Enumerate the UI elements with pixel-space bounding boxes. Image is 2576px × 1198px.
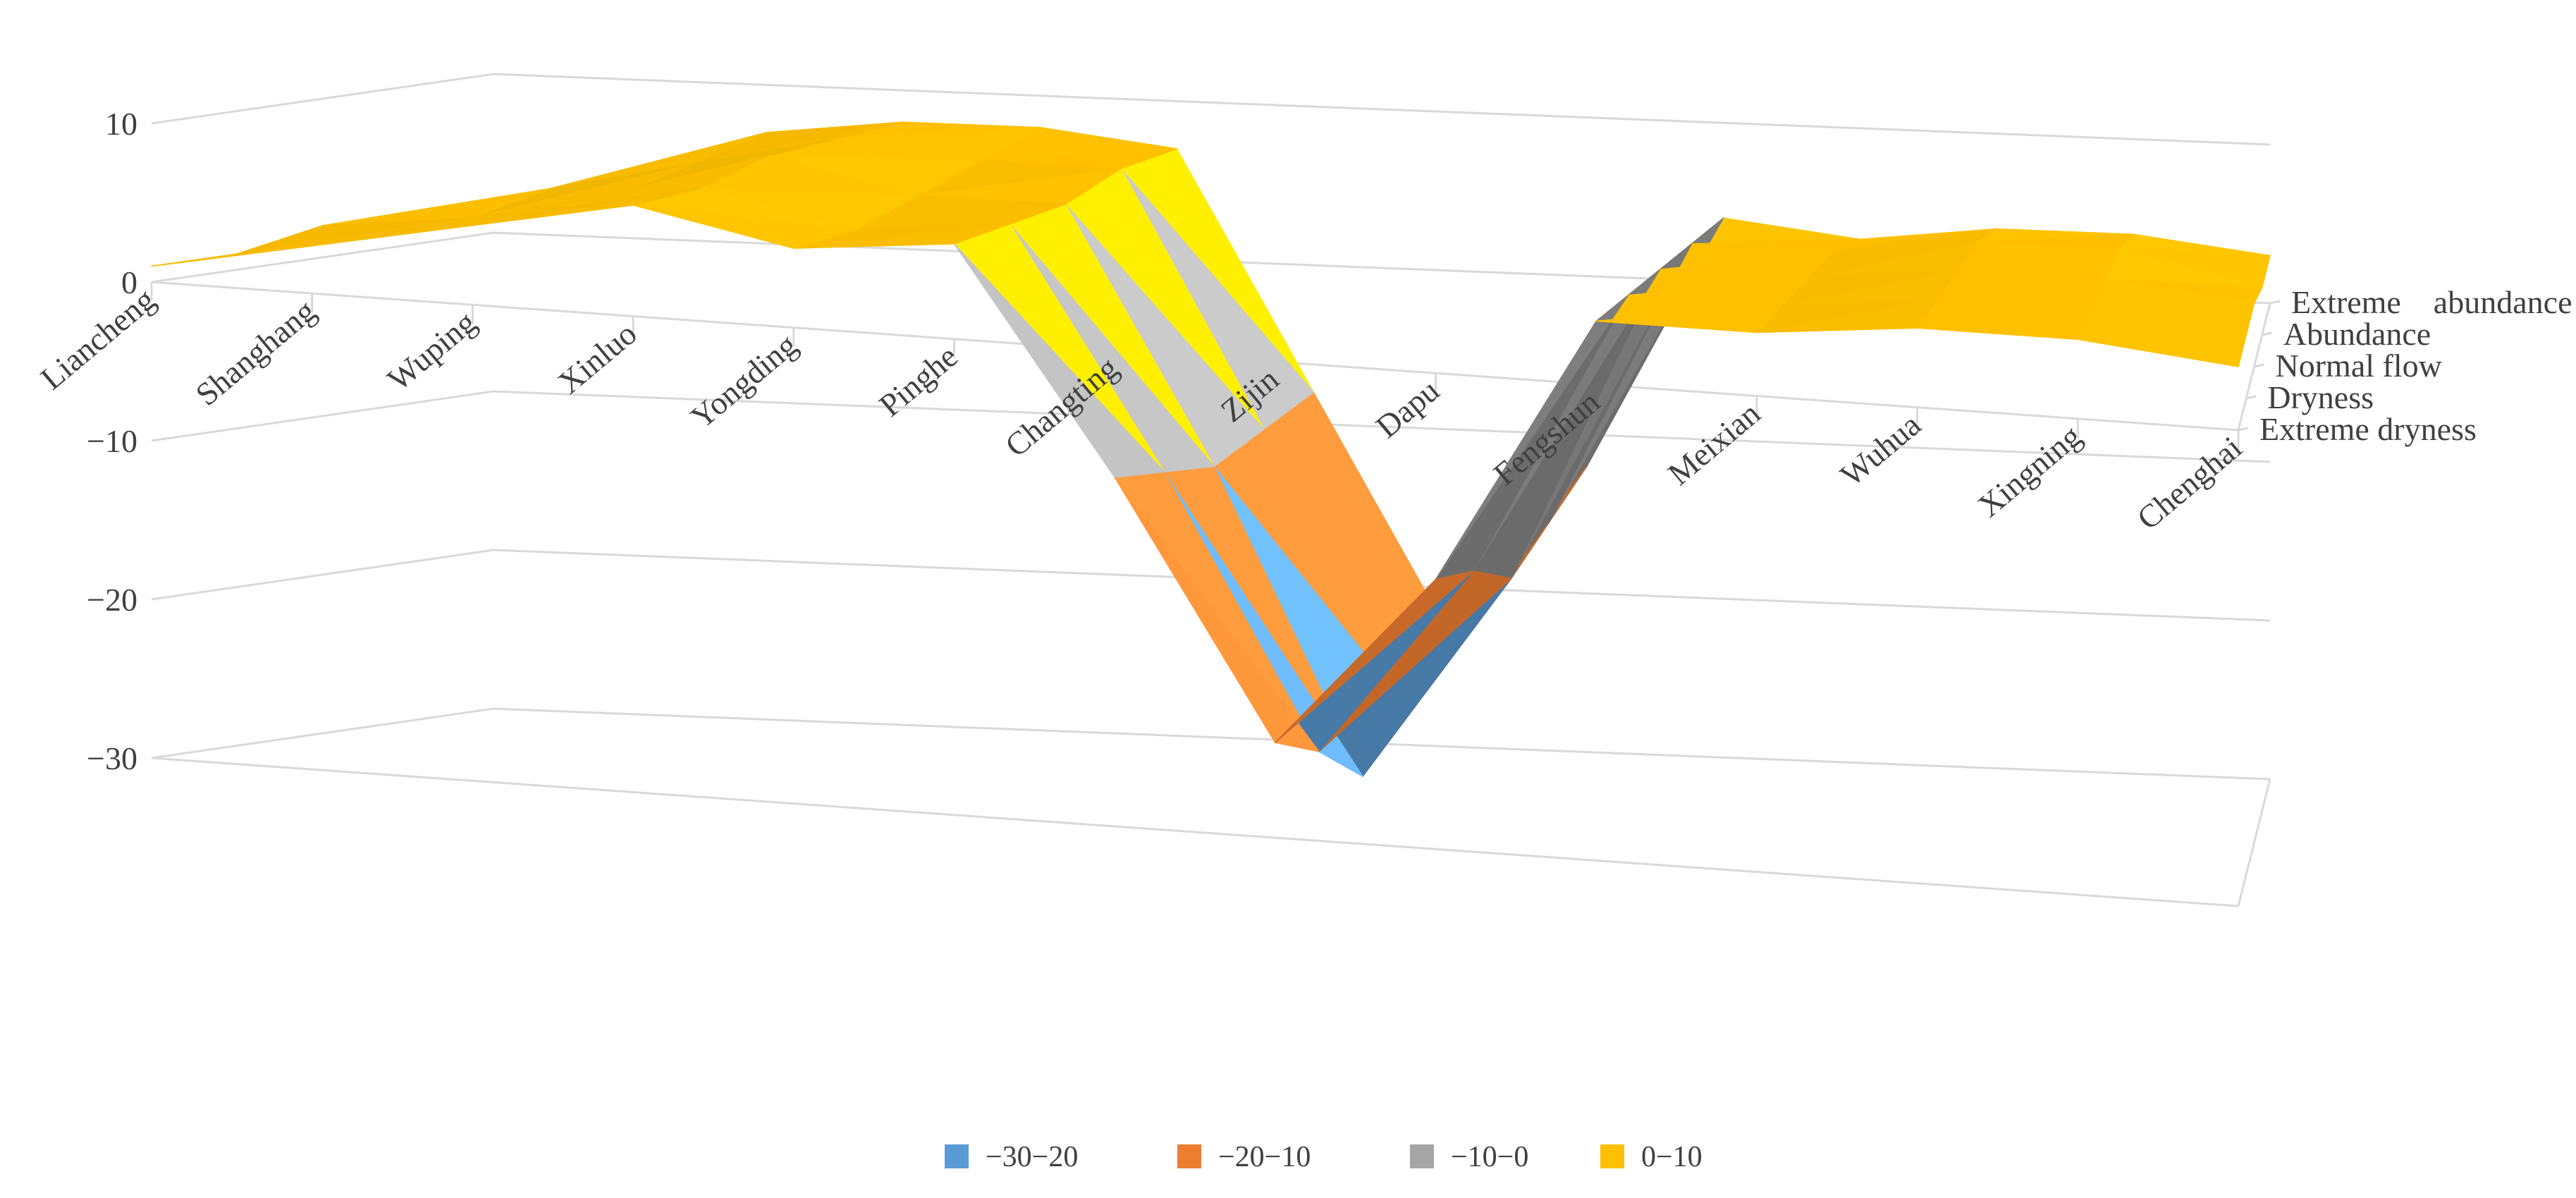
gridline-z bbox=[151, 73, 2271, 146]
surface-facet bbox=[1114, 477, 1320, 752]
surface-facet bbox=[953, 243, 1165, 478]
surface-facet bbox=[1435, 295, 1629, 580]
x-tick-label: Meixian bbox=[1661, 395, 1767, 492]
gridline-z bbox=[151, 707, 2271, 781]
x-tick-label: Shanghang bbox=[189, 293, 322, 412]
legend-label: 0−10 bbox=[1641, 1141, 1703, 1173]
legend-swatch bbox=[1600, 1144, 1624, 1168]
depth-axis-tick bbox=[2269, 300, 2281, 305]
surface-facet bbox=[632, 204, 856, 249]
depth-axis-tick bbox=[2254, 363, 2264, 368]
z-tick-label: −20 bbox=[87, 582, 137, 618]
surface-facet bbox=[2077, 334, 2247, 367]
x-tick-label: Yongding bbox=[684, 326, 804, 435]
floor-front-edge bbox=[151, 757, 2239, 907]
x-tick-label: Xinluo bbox=[551, 315, 644, 401]
z-tick-label: 10 bbox=[105, 106, 137, 142]
legend-swatch bbox=[1177, 1144, 1201, 1168]
floor-right-edge bbox=[2237, 778, 2271, 907]
legend-swatch bbox=[1410, 1144, 1434, 1168]
legend-label: −10−0 bbox=[1451, 1141, 1528, 1173]
depth-tick-label: Dryness bbox=[2267, 379, 2374, 415]
z-tick-label: −10 bbox=[87, 423, 137, 459]
z-tick-label: 0 bbox=[121, 264, 137, 300]
depth-tick-label: Normal flow bbox=[2276, 348, 2443, 384]
x-tick-label: Wuping bbox=[381, 304, 483, 398]
surface-facet bbox=[1756, 298, 1938, 334]
gridline-z bbox=[151, 549, 2271, 622]
legend-swatch bbox=[945, 1144, 969, 1168]
gridlines bbox=[150, 73, 2281, 907]
x-tick-label: Liancheng bbox=[34, 281, 162, 397]
surface-facet bbox=[151, 231, 393, 267]
z-tick-label: −30 bbox=[87, 740, 137, 776]
depth-tick-label: Abundance bbox=[2283, 316, 2431, 352]
surface-facet bbox=[311, 209, 547, 247]
z-axis-tick-labels: 10 0 −10 −20 −30 bbox=[87, 106, 137, 776]
surface-facet bbox=[1275, 570, 1474, 743]
x-tick-label: Xingning bbox=[1971, 417, 2088, 524]
surface-facet bbox=[472, 188, 701, 226]
surface-facet bbox=[1916, 308, 2092, 341]
depth-axis-tick bbox=[2262, 331, 2273, 336]
legend-label: −20−10 bbox=[1218, 1141, 1311, 1173]
surface-facet bbox=[793, 223, 1011, 249]
x-tick-label: Wuhua bbox=[1834, 406, 1927, 493]
x-tick-label: Pinghe bbox=[872, 338, 964, 423]
depth-tick-label: Extreme dryness bbox=[2259, 411, 2477, 447]
surface-facet bbox=[1595, 305, 1784, 334]
x-tick-label: Chenghai bbox=[2130, 429, 2249, 537]
gridline-z bbox=[151, 390, 2271, 463]
surface-plot bbox=[151, 121, 2271, 777]
x-tick-label: Dapu bbox=[1369, 372, 1446, 445]
depth-axis-tick bbox=[2245, 395, 2257, 400]
legend-label: −30−20 bbox=[986, 1141, 1078, 1173]
depth-tick-label: Extreme abundance bbox=[2291, 284, 2572, 320]
legend: −30−20 −20−10 −10−0 0−10 bbox=[945, 1141, 1703, 1173]
depth-axis-tick bbox=[2238, 427, 2249, 432]
